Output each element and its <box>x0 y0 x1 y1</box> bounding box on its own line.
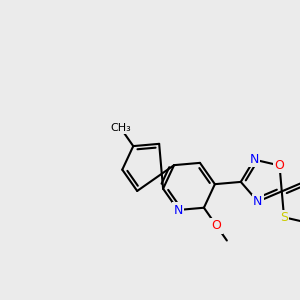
Text: N: N <box>250 153 259 166</box>
Text: N: N <box>173 203 183 217</box>
Text: O: O <box>212 219 221 232</box>
Text: S: S <box>280 211 288 224</box>
Text: O: O <box>274 159 284 172</box>
Text: CH₃: CH₃ <box>110 123 131 133</box>
Text: N: N <box>253 195 262 208</box>
